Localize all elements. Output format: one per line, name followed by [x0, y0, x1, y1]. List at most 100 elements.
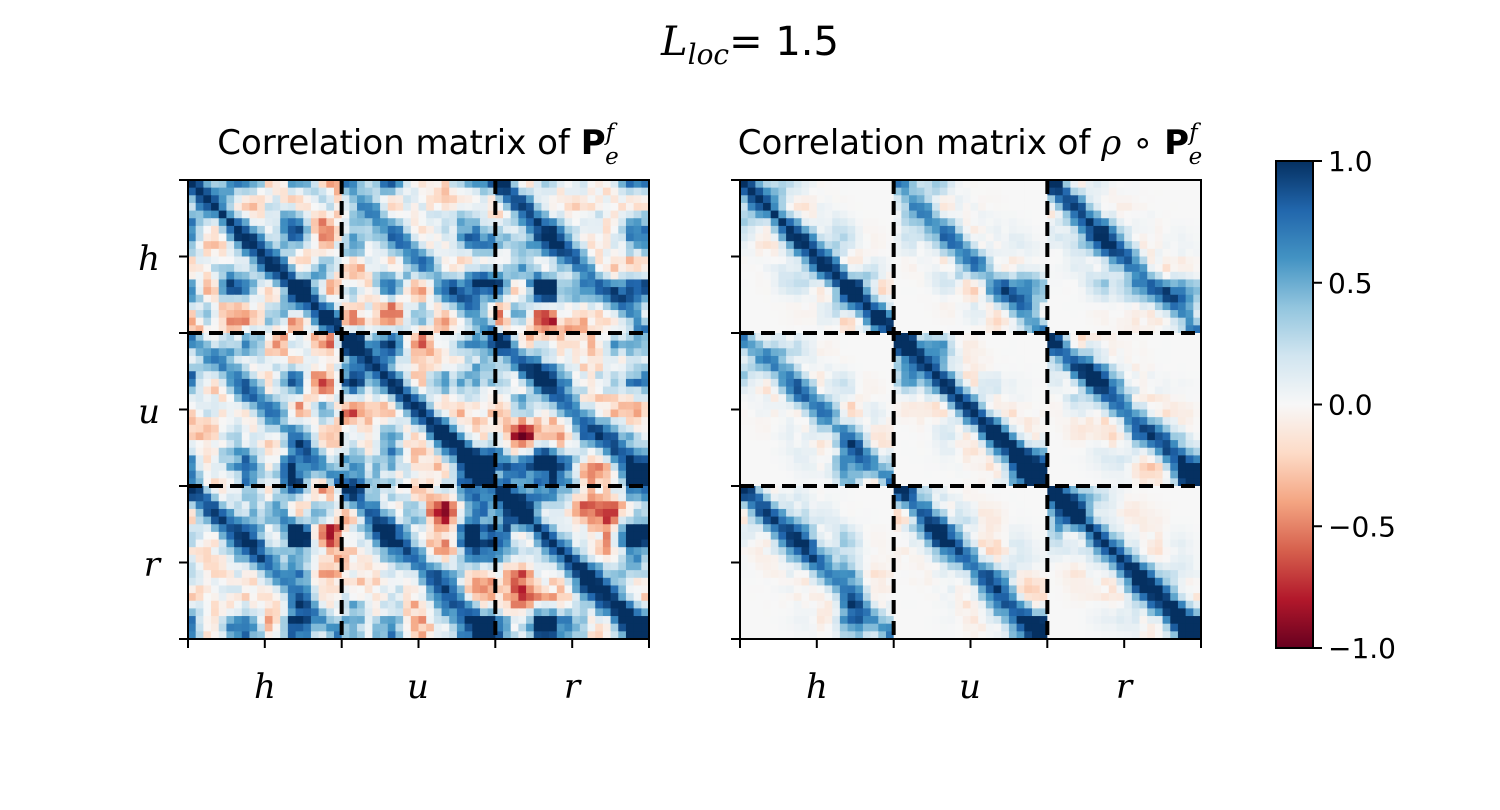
heatmap-2-cell: [993, 279, 1002, 288]
heatmap-1-cell: [303, 363, 312, 372]
heatmap-1-cell: [241, 394, 251, 403]
heatmap-1-cell: [218, 202, 228, 212]
heatmap-1-cell: [272, 554, 281, 564]
heatmap-2-cell: [893, 333, 902, 342]
heatmap-1-cell: [357, 241, 366, 250]
heatmap-1-cell: [226, 256, 235, 265]
heatmap-1-cell: [610, 524, 619, 533]
heatmap-1-cell: [433, 501, 443, 510]
heatmap-1-cell: [333, 233, 343, 242]
heatmap-2-cell: [855, 317, 864, 326]
heatmap-2-cell: [1162, 195, 1171, 204]
heatmap-2-cell: [947, 264, 956, 273]
heatmap-2-cell: [1085, 317, 1095, 326]
heatmap-2-cell: [747, 233, 756, 242]
heatmap-1-cell: [272, 463, 281, 472]
heatmap-1-cell: [487, 248, 496, 258]
heatmap-1-cell: [249, 409, 258, 418]
heatmap-1-cell: [280, 600, 289, 609]
heatmap-1-cell: [295, 440, 304, 449]
heatmap-1-cell: [241, 585, 251, 594]
heatmap-1-cell: [526, 225, 535, 235]
heatmap-1-cell: [326, 478, 335, 487]
heatmap-1-cell: [426, 180, 435, 189]
heatmap-1-cell: [234, 631, 243, 639]
heatmap-1-cell: [449, 593, 458, 602]
heatmap-1-cell: [633, 531, 642, 541]
heatmap-1-cell: [564, 363, 573, 372]
heatmap-2-cell: [755, 248, 764, 258]
heatmap-1-cell: [610, 378, 619, 388]
heatmap-1-cell: [579, 417, 589, 426]
heatmap-1-cell: [495, 447, 504, 456]
heatmap-1-cell: [625, 623, 635, 632]
heatmap-1-cell: [610, 256, 619, 265]
heatmap-1-cell: [295, 447, 304, 456]
heatmap-2-cell: [932, 241, 941, 250]
heatmap-1-cell: [257, 493, 266, 502]
heatmap-1-cell: [395, 218, 404, 227]
heatmap-1-cell: [518, 279, 527, 288]
heatmap-1-cell: [587, 210, 596, 219]
heatmap-2-cell: [1008, 241, 1018, 250]
heatmap-1-cell: [526, 355, 535, 365]
heatmap-1-cell: [456, 516, 466, 525]
heatmap-1-cell: [333, 180, 343, 189]
heatmap-1-cell: [310, 271, 320, 281]
heatmap-1-cell: [188, 348, 197, 357]
heatmap-2-cell: [916, 340, 925, 349]
heatmap-1-cell: [556, 455, 566, 464]
heatmap-1-cell: [433, 210, 443, 219]
heatmap-1-cell: [357, 440, 366, 449]
heatmap-1-cell: [633, 524, 642, 533]
heatmap-2-cell: [1055, 287, 1064, 296]
heatmap-1-cell: [364, 631, 373, 639]
heatmap-1-cell: [587, 447, 596, 456]
heatmap-1-cell: [226, 279, 235, 288]
heatmap-2-cell: [916, 241, 925, 250]
heatmap-1-cell: [495, 225, 504, 235]
heatmap-2-cell: [885, 256, 895, 265]
heatmap-2-cell: [1116, 317, 1125, 326]
heatmap-1-cell: [211, 600, 220, 609]
heatmap-1-cell: [234, 585, 243, 594]
heatmap-2-cell: [962, 218, 972, 227]
heatmap-1-cell: [349, 447, 358, 456]
heatmap-1-cell: [310, 524, 320, 533]
heatmap-1-cell: [418, 524, 427, 533]
heatmap-1-cell: [633, 180, 642, 189]
heatmap-1-cell: [257, 287, 266, 296]
heatmap-1-cell: [326, 616, 335, 625]
heatmap-1-cell: [641, 333, 649, 342]
heatmap-2-cell: [955, 256, 964, 265]
heatmap-1-cell: [364, 501, 373, 510]
heatmap-1-cell: [556, 241, 566, 250]
heatmap-1-cell: [310, 294, 320, 303]
heatmap-1-cell: [257, 340, 266, 349]
heatmap-1-cell: [326, 409, 335, 418]
heatmap-1-cell: [618, 355, 627, 365]
heatmap-1-cell: [372, 409, 381, 418]
heatmap-1-cell: [211, 463, 220, 472]
heatmap-1-cell: [456, 447, 466, 456]
heatmap-1-cell: [495, 577, 504, 587]
heatmap-2-cell: [1124, 218, 1133, 227]
heatmap-1-cell: [633, 302, 642, 311]
heatmap-2-cell: [1047, 225, 1056, 235]
heatmap-1-cell: [449, 531, 458, 541]
heatmap-2-cell: [1078, 187, 1087, 196]
heatmap-1-cell: [433, 386, 443, 395]
heatmap-2-cell: [1055, 195, 1064, 204]
heatmap-2-cell: [801, 195, 810, 204]
heatmap-1-cell: [433, 424, 443, 434]
heatmap-1-cell: [357, 210, 366, 219]
heatmap-2-cell: [1093, 195, 1102, 204]
heatmap-1-cell: [303, 386, 312, 395]
heatmap-1-cell: [618, 294, 627, 303]
heatmap-1-cell: [410, 547, 420, 556]
heatmap-1-cell: [395, 195, 404, 204]
heatmap-1-cell: [272, 378, 281, 388]
heatmap-1-cell: [526, 417, 535, 426]
heatmap-2-cell: [1162, 241, 1171, 250]
heatmap-1-cell: [326, 302, 335, 311]
